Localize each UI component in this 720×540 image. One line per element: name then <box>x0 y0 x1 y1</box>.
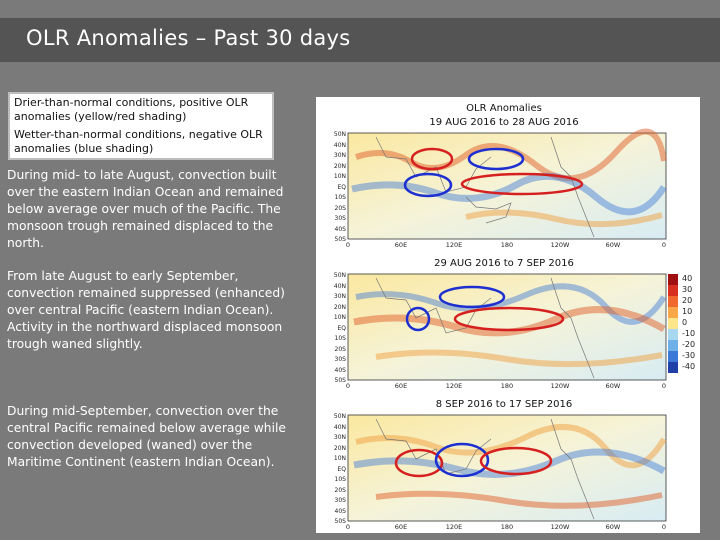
lat-label: 30N <box>334 434 346 441</box>
colorbar-swatch <box>668 274 678 285</box>
figure-heading: OLR Anomalies <box>466 103 542 114</box>
lon-label: 60E <box>395 241 407 249</box>
lat-label: 10S <box>335 476 347 483</box>
lat-label: EQ <box>337 325 346 332</box>
lat-label: 40N <box>334 283 346 290</box>
legend-wet: Wetter-than-normal conditions, negative … <box>14 128 263 155</box>
panel-2-lat-labels: 50N 40N 30N 20N 10N EQ 10S 20S 30S 40S 5… <box>334 272 346 384</box>
lat-label: 40S <box>335 508 347 515</box>
colorbar-label: 0 <box>682 318 687 327</box>
colorbar: 40 30 20 10 0 -10 -20 -30 -40 <box>668 274 695 373</box>
olr-anomaly-maps: OLR Anomalies 19 AUG 2016 to 28 AUG 2016… <box>316 97 700 533</box>
lat-label: 10N <box>334 455 346 462</box>
lat-label: 20S <box>335 205 347 212</box>
lat-label: 50N <box>334 413 346 420</box>
lat-label: 20N <box>334 304 346 311</box>
colorbar-label: 30 <box>682 285 692 294</box>
colorbar-swatch <box>668 362 678 373</box>
panel-3-date: 8 SEP 2016 to 17 SEP 2016 <box>436 399 573 410</box>
panel-1-lon-labels: 0 60E 120E 180 120W 60W 0 <box>346 241 666 249</box>
lat-label: 30S <box>335 356 347 363</box>
lon-label: 60W <box>606 241 621 249</box>
panel-2-map <box>347 273 667 381</box>
panel-3-lon-labels: 0 60E 120E 180 120W 60W 0 <box>346 523 666 531</box>
lat-label: 10N <box>334 173 346 180</box>
colorbar-label: 10 <box>682 307 692 316</box>
lon-label: 180 <box>501 241 513 249</box>
lat-label: 10N <box>334 314 346 321</box>
lat-label: 30N <box>334 293 346 300</box>
lon-label: 120W <box>551 382 570 390</box>
panel-1-lat-labels: 50N 40N 30N 20N 10N EQ 10S 20S 30S 40S 5… <box>334 131 346 243</box>
lat-label: 50S <box>335 377 347 384</box>
olr-figure-svg: OLR Anomalies 19 AUG 2016 to 28 AUG 2016… <box>334 103 695 531</box>
lat-label: 10S <box>335 194 347 201</box>
panel-3-lat-labels: 50N 40N 30N 20N 10N EQ 10S 20S 30S 40S 5… <box>334 413 346 525</box>
colorbar-swatch <box>668 351 678 362</box>
lat-label: 40N <box>334 142 346 149</box>
lon-label: 60E <box>395 523 407 531</box>
lat-label: 40S <box>335 226 347 233</box>
colorbar-label: -40 <box>682 362 695 371</box>
lat-label: 30N <box>334 152 346 159</box>
lon-label: 120W <box>551 241 570 249</box>
lon-label: 60E <box>395 382 407 390</box>
lat-label: 50S <box>335 518 347 525</box>
lat-label: 10S <box>335 335 347 342</box>
lat-label: EQ <box>337 466 346 473</box>
lat-label: 30S <box>335 497 347 504</box>
lon-label: 120E <box>446 382 463 390</box>
panel-1-date: 19 AUG 2016 to 28 AUG 2016 <box>429 117 578 128</box>
colorbar-label: 40 <box>682 274 692 283</box>
colorbar-label: -20 <box>682 340 695 349</box>
panel-2-lon-labels: 0 60E 120E 180 120W 60W 0 <box>346 382 666 390</box>
panel-3-map <box>347 414 667 522</box>
lat-label: 30S <box>335 215 347 222</box>
lon-label: 180 <box>501 382 513 390</box>
lat-label: 50N <box>334 272 346 279</box>
lat-label: 20N <box>334 163 346 170</box>
colorbar-swatch <box>668 307 678 318</box>
lat-label: 20S <box>335 487 347 494</box>
colorbar-swatch <box>668 296 678 307</box>
colorbar-label: -10 <box>682 329 695 338</box>
colorbar-swatch <box>668 329 678 340</box>
colorbar-label: 20 <box>682 296 692 305</box>
lat-label: 50N <box>334 131 346 138</box>
legend-dry: Drier-than-normal conditions, positive O… <box>14 96 249 123</box>
paragraph-3: During mid-September, convection over th… <box>7 404 286 469</box>
lon-label: 60W <box>606 523 621 531</box>
lon-label: 0 <box>346 241 350 249</box>
lon-label: 0 <box>662 241 666 249</box>
lon-label: 0 <box>346 382 350 390</box>
lon-label: 60W <box>606 382 621 390</box>
lon-label: 0 <box>662 382 666 390</box>
paragraph-1: During mid- to late August, convection b… <box>7 168 284 250</box>
lat-label: 40N <box>334 424 346 431</box>
lon-label: 120W <box>551 523 570 531</box>
title-bar <box>0 18 720 62</box>
lat-label: 20S <box>335 346 347 353</box>
lon-label: 120E <box>446 241 463 249</box>
colorbar-swatch <box>668 285 678 296</box>
lat-label: 50S <box>335 236 347 243</box>
slide-title: OLR Anomalies – Past 30 days <box>26 26 351 50</box>
paragraph-2: From late August to early September, con… <box>7 269 285 351</box>
panel-2-date: 29 AUG 2016 to 7 SEP 2016 <box>434 258 574 269</box>
lat-label: 20N <box>334 445 346 452</box>
colorbar-swatch <box>668 340 678 351</box>
colorbar-label: -30 <box>682 351 695 360</box>
colorbar-swatch <box>668 318 678 329</box>
lat-label: 40S <box>335 367 347 374</box>
panel-1-map <box>347 128 667 240</box>
lat-label: EQ <box>337 184 346 191</box>
legend-box: Drier-than-normal conditions, positive O… <box>8 92 274 160</box>
lon-label: 0 <box>662 523 666 531</box>
lon-label: 180 <box>501 523 513 531</box>
lon-label: 120E <box>446 523 463 531</box>
lon-label: 0 <box>346 523 350 531</box>
